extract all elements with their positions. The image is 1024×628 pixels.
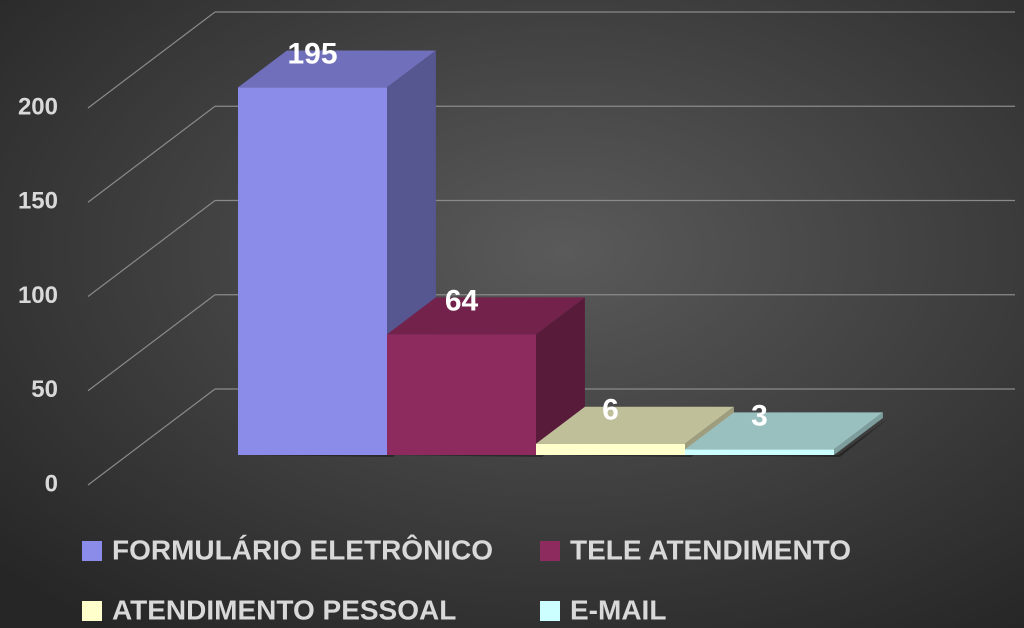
bar-side bbox=[834, 412, 883, 455]
legend-label: FORMULÁRIO ELETRÔNICO bbox=[112, 533, 493, 565]
bar-top bbox=[387, 297, 585, 335]
y-tick-label: 50 bbox=[31, 376, 58, 403]
legend-swatch bbox=[82, 601, 102, 621]
legend-label: TELE ATENDIMENTO bbox=[570, 534, 851, 565]
grid-line bbox=[87, 294, 216, 392]
y-tick-label: 200 bbox=[18, 93, 58, 120]
legend-swatch bbox=[82, 541, 102, 561]
y-tick-label: 0 bbox=[45, 470, 58, 497]
data-label: 64 bbox=[445, 284, 479, 317]
legend-swatch bbox=[540, 601, 560, 621]
legend-label: ATENDIMENTO PESSOAL bbox=[112, 594, 456, 625]
grid-line bbox=[87, 200, 216, 297]
bar-front bbox=[685, 449, 834, 455]
grid-line bbox=[87, 11, 216, 109]
bar-front bbox=[238, 87, 387, 456]
data-label: 195 bbox=[287, 37, 337, 70]
bar-top bbox=[536, 406, 734, 444]
data-label: 6 bbox=[602, 394, 619, 427]
bar-side bbox=[536, 297, 585, 455]
y-tick-label: 100 bbox=[18, 282, 58, 309]
bar-top bbox=[685, 412, 883, 450]
data-label: 3 bbox=[751, 399, 768, 432]
legend-swatch bbox=[540, 541, 560, 561]
grid-line bbox=[87, 105, 216, 203]
grid-line bbox=[87, 388, 216, 486]
bar-front bbox=[387, 334, 536, 455]
bar-front bbox=[536, 443, 685, 455]
bar-top bbox=[238, 50, 436, 88]
legend-label: E-MAIL bbox=[570, 594, 666, 625]
y-tick-label: 150 bbox=[18, 188, 58, 215]
